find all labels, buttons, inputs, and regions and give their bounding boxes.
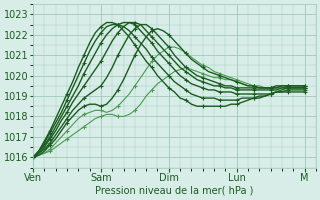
X-axis label: Pression niveau de la mer( hPa ): Pression niveau de la mer( hPa ) [95,186,254,196]
